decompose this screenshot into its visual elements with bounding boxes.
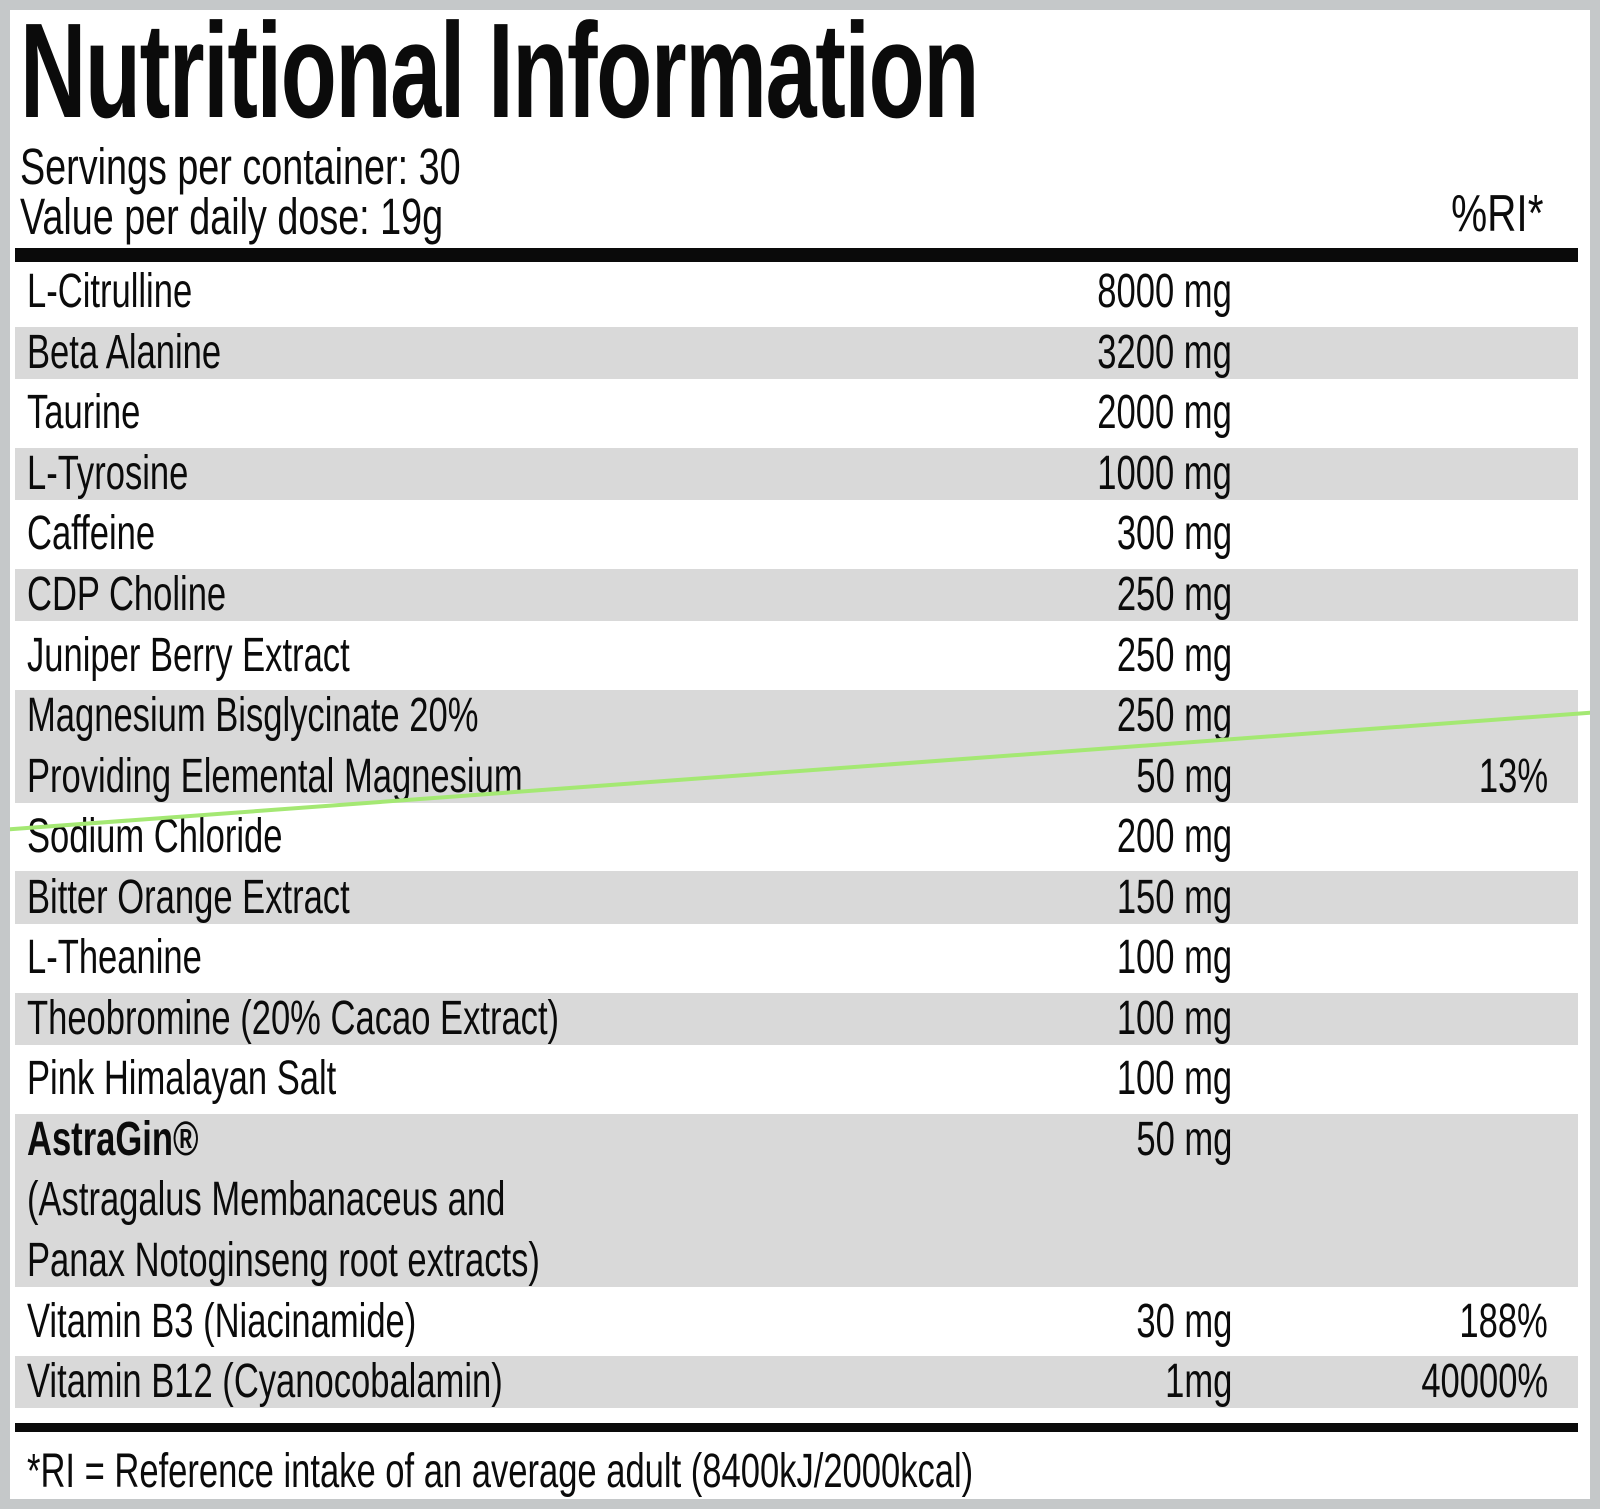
- ingredient-name: Magnesium Bisglycinate 20%: [27, 689, 479, 743]
- ingredient-ri: 188%: [1459, 1294, 1548, 1348]
- table-row: Providing Elemental Magnesium 50 mg 13%: [15, 746, 1578, 807]
- ingredient-name: CDP Choline: [27, 568, 227, 621]
- ingredient-ri: [1232, 450, 1578, 498]
- table-row: AstraGin® 50 mg: [15, 1109, 1578, 1171]
- table-row: Theobromine (20% Cacao Extract) 100 mg: [15, 988, 1578, 1050]
- table-row: L-Theanine 100 mg: [15, 928, 1578, 989]
- ingredient-amount: 200 mg: [1116, 810, 1232, 864]
- ingredient-name: Panax Notoginseng root extracts): [27, 1234, 540, 1288]
- ingredient-name: Beta Alanine: [27, 325, 222, 379]
- ingredient-amount: 1000 mg: [1097, 446, 1232, 500]
- ingredient-name: Juniper Berry Extract: [27, 628, 350, 682]
- ingredient-ri: [1232, 934, 1578, 982]
- ingredient-amount: 3200 mg: [1097, 325, 1232, 379]
- ingredient-amount: 250 mg: [1116, 689, 1232, 743]
- ingredient-amount: 2000 mg: [1097, 386, 1232, 440]
- table-row: L-Citrulline 8000 mg: [15, 262, 1578, 323]
- nutrition-label: Nutritional Information Servings per con…: [10, 10, 1590, 1499]
- ingredients-table: L-Citrulline 8000 mg Beta Alanine 3200 m…: [15, 262, 1578, 1413]
- ingredient-name: (Astragalus Membanaceus and: [27, 1173, 506, 1227]
- table-row: Beta Alanine 3200 mg: [15, 322, 1578, 384]
- ingredient-ri: 40000%: [1421, 1355, 1548, 1409]
- table-row: Pink Himalayan Salt 100 mg: [15, 1049, 1578, 1110]
- ingredient-name: L-Citrulline: [27, 265, 193, 319]
- ingredient-amount: 100 mg: [1116, 931, 1232, 985]
- label-title-text: Nutritional Information: [20, 10, 979, 146]
- table-row: Sodium Chloride 200 mg: [15, 807, 1578, 868]
- ingredient-ri: [1232, 389, 1578, 437]
- ingredient-name: L-Theanine: [27, 931, 202, 985]
- table-row: Vitamin B12 (Cyanocobalamin) 1mg 40000%: [15, 1351, 1578, 1413]
- table-row: Caffeine 300 mg: [15, 504, 1578, 565]
- ingredient-ri: [1232, 874, 1578, 922]
- ingredient-amount: 30 mg: [1135, 1294, 1232, 1348]
- ingredient-ri: [1232, 692, 1578, 740]
- ingredient-name: Taurine: [27, 386, 141, 440]
- ingredient-name: Vitamin B12 (Cyanocobalamin): [27, 1355, 503, 1409]
- ingredient-ri: [1232, 1055, 1578, 1103]
- ingredient-ri: 13%: [1478, 749, 1548, 803]
- ingredient-ri: [1232, 1237, 1578, 1285]
- label-title: Nutritional Information: [20, 10, 1429, 138]
- ingredient-name: Providing Elemental Magnesium: [27, 749, 523, 803]
- header-divider-bar: [15, 248, 1578, 262]
- table-row: (Astragalus Membanaceus and: [15, 1170, 1578, 1231]
- ingredient-name: Pink Himalayan Salt: [27, 1052, 337, 1106]
- ingredient-amount: 50 mg: [1135, 1112, 1232, 1166]
- table-row: Juniper Berry Extract 250 mg: [15, 625, 1578, 686]
- ingredient-name: L-Tyrosine: [27, 446, 189, 500]
- ingredient-name: Vitamin B3 (Niacinamide): [27, 1294, 417, 1348]
- value-per-daily-dose: Value per daily dose: 19g: [20, 188, 444, 245]
- table-row: CDP Choline 250 mg: [15, 564, 1578, 626]
- table-row: L-Tyrosine 1000 mg: [15, 443, 1578, 505]
- ingredient-ri: [1232, 813, 1578, 861]
- ingredient-ri: [1232, 510, 1578, 558]
- ingredient-amount: 300 mg: [1116, 507, 1232, 561]
- ingredient-name: AstraGin®: [27, 1112, 199, 1166]
- ingredient-name: Caffeine: [27, 507, 156, 561]
- ingredient-ri: [1232, 571, 1578, 619]
- ingredient-amount: 1mg: [1164, 1355, 1232, 1409]
- ingredient-amount: 250 mg: [1116, 628, 1232, 682]
- table-row: Magnesium Bisglycinate 20% 250 mg: [15, 685, 1578, 747]
- table-row: Panax Notoginseng root extracts): [15, 1230, 1578, 1292]
- ri-column-header: %RI*: [1450, 185, 1543, 243]
- ingredient-name: Bitter Orange Extract: [27, 870, 350, 924]
- ingredient-amount: 100 mg: [1116, 1052, 1232, 1106]
- ingredient-name: Sodium Chloride: [27, 810, 283, 864]
- ingredient-ri: [1232, 329, 1578, 377]
- servings-per-container: Servings per container: 30: [20, 138, 461, 195]
- ingredient-amount: 8000 mg: [1097, 265, 1232, 319]
- ingredient-ri: [1232, 995, 1578, 1043]
- ingredient-ri: [1232, 1116, 1578, 1164]
- ingredient-amount: [972, 1237, 1232, 1285]
- ingredient-amount: 100 mg: [1116, 991, 1232, 1045]
- ingredient-amount: 50 mg: [1135, 749, 1232, 803]
- ri-footnote: *RI = Reference intake of an average adu…: [27, 1445, 974, 1498]
- ingredient-name: Theobromine (20% Cacao Extract): [27, 991, 560, 1045]
- ingredient-amount: 150 mg: [1116, 870, 1232, 924]
- ingredient-amount: [972, 1176, 1232, 1224]
- ingredient-ri: [1232, 268, 1578, 316]
- ingredient-ri: [1232, 1176, 1578, 1224]
- table-row: Vitamin B3 (Niacinamide) 30 mg 188%: [15, 1291, 1578, 1352]
- table-row: Bitter Orange Extract 150 mg: [15, 867, 1578, 929]
- ingredient-amount: 250 mg: [1116, 568, 1232, 621]
- table-row: Taurine 2000 mg: [15, 383, 1578, 444]
- ingredient-ri: [1232, 632, 1578, 680]
- footer-divider-bar: [15, 1423, 1578, 1432]
